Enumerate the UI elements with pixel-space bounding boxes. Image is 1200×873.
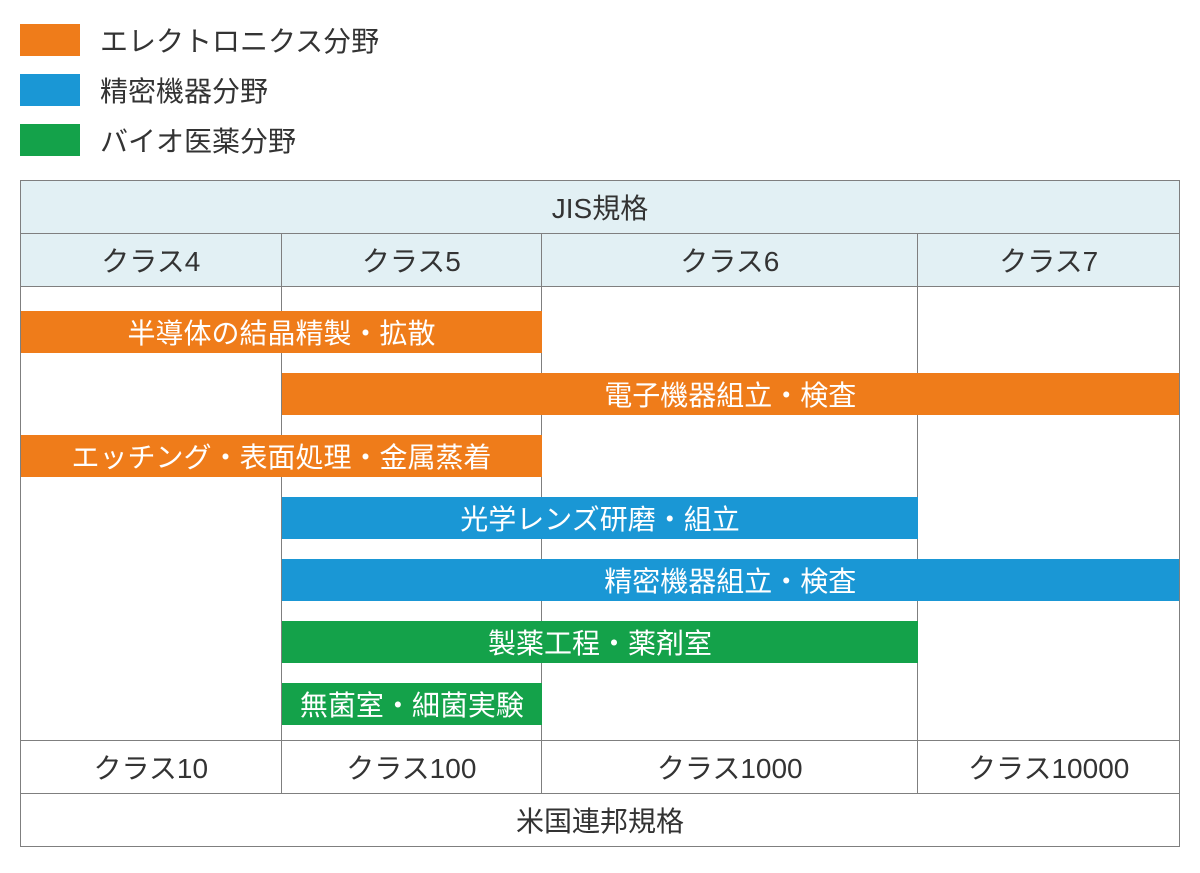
jis-columns-row: クラス4クラス5クラス6クラス7 xyxy=(21,234,1179,287)
bars-area: 半導体の結晶精製・拡散電子機器組立・検査エッチング・表面処理・金属蒸着光学レンズ… xyxy=(21,287,1179,741)
legend-label: バイオ医薬分野 xyxy=(100,120,296,160)
us-column: クラス10 xyxy=(21,741,282,793)
process-bar: エッチング・表面処理・金属蒸着 xyxy=(21,435,542,477)
us-column: クラス1000 xyxy=(542,741,918,793)
legend-label: 精密機器分野 xyxy=(100,70,268,110)
process-bar: 光学レンズ研磨・組立 xyxy=(282,497,919,539)
legend-item: エレクトロニクス分野 xyxy=(20,20,1180,60)
process-bar: 電子機器組立・検査 xyxy=(282,373,1179,415)
legend-item: 精密機器分野 xyxy=(20,70,1180,110)
legend-swatch xyxy=(20,124,80,156)
process-bar: 無菌室・細菌実験 xyxy=(282,683,543,725)
legend-swatch xyxy=(20,74,80,106)
us-column: クラス100 xyxy=(282,741,543,793)
legend: エレクトロニクス分野精密機器分野バイオ医薬分野 xyxy=(20,20,1180,160)
jis-column: クラス5 xyxy=(282,234,543,286)
jis-column: クラス4 xyxy=(21,234,282,286)
us-columns-row: クラス10クラス100クラス1000クラス10000 xyxy=(21,741,1179,794)
legend-swatch xyxy=(20,24,80,56)
cleanroom-chart: JIS規格 クラス4クラス5クラス6クラス7 半導体の結晶精製・拡散電子機器組立… xyxy=(20,180,1180,847)
jis-column: クラス7 xyxy=(918,234,1179,286)
us-column: クラス10000 xyxy=(918,741,1179,793)
process-bar: 半導体の結晶精製・拡散 xyxy=(21,311,542,353)
process-bar: 製薬工程・薬剤室 xyxy=(282,621,919,663)
us-footer-title: 米国連邦規格 xyxy=(21,794,1179,846)
process-bar: 精密機器組立・検査 xyxy=(282,559,1179,601)
jis-header-title: JIS規格 xyxy=(21,181,1179,234)
legend-item: バイオ医薬分野 xyxy=(20,120,1180,160)
jis-column: クラス6 xyxy=(542,234,918,286)
legend-label: エレクトロニクス分野 xyxy=(100,20,379,60)
